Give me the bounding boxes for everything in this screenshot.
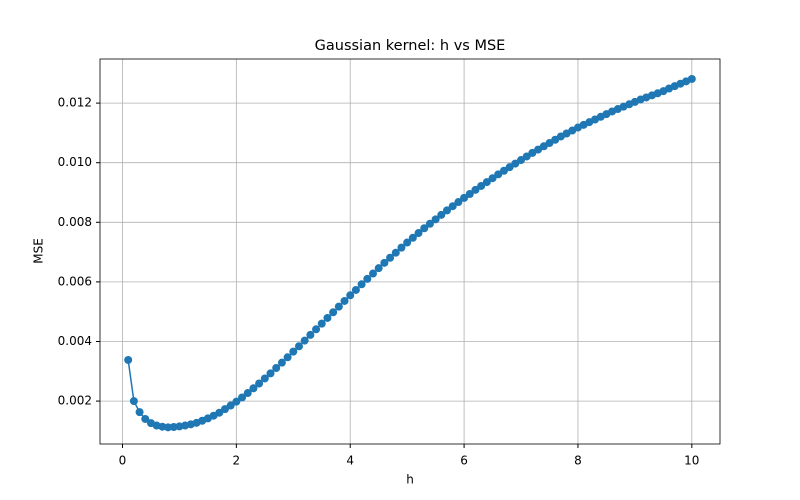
- marker: [306, 330, 315, 339]
- marker: [403, 238, 412, 247]
- marker: [494, 170, 503, 179]
- marker: [471, 185, 480, 194]
- marker: [431, 215, 440, 224]
- plot-frame: [99, 58, 721, 445]
- marker: [255, 379, 264, 388]
- x-tick-label: 0: [119, 454, 127, 468]
- marker: [340, 296, 349, 305]
- marker: [266, 369, 275, 378]
- marker: [346, 291, 355, 300]
- marker: [220, 405, 229, 414]
- marker: [391, 248, 400, 257]
- marker: [522, 152, 531, 161]
- x-tick-label: 8: [574, 454, 582, 468]
- marker: [414, 229, 423, 238]
- marker: [499, 166, 508, 175]
- marker: [129, 397, 138, 406]
- x-tick-label: 10: [684, 454, 699, 468]
- y-tick-label: 0.006: [58, 274, 92, 288]
- marker: [323, 313, 332, 322]
- marker: [448, 202, 457, 211]
- marker: [368, 269, 377, 278]
- marker: [408, 233, 417, 242]
- marker: [425, 219, 434, 228]
- x-tick-label: 4: [346, 454, 354, 468]
- marker: [334, 302, 343, 311]
- y-tick-label: 0.012: [58, 96, 92, 110]
- marker: [374, 264, 383, 273]
- marker: [397, 243, 406, 252]
- marker: [294, 342, 303, 351]
- marker: [277, 358, 286, 367]
- marker: [215, 408, 224, 417]
- y-axis-label: MSE: [32, 238, 46, 264]
- marker: [465, 189, 474, 198]
- marker: [386, 253, 395, 262]
- marker: [329, 308, 338, 317]
- x-tick-label: 6: [460, 454, 468, 468]
- marker: [363, 274, 372, 283]
- marker: [300, 336, 309, 345]
- marker: [380, 258, 389, 267]
- marker: [511, 159, 520, 168]
- marker: [357, 280, 366, 289]
- marker: [488, 174, 497, 183]
- marker: [249, 384, 258, 393]
- marker: [687, 74, 696, 83]
- marker: [317, 319, 326, 328]
- y-tick-label: 0.008: [58, 215, 92, 229]
- marker: [283, 353, 292, 362]
- marker: [141, 414, 150, 423]
- marker: [272, 364, 281, 373]
- marker: [164, 423, 173, 432]
- marker: [437, 210, 446, 219]
- marker: [289, 347, 298, 356]
- x-tick-label: 2: [233, 454, 241, 468]
- marker: [454, 198, 463, 207]
- marker: [226, 401, 235, 410]
- marker: [477, 181, 486, 190]
- x-axis-label: h: [406, 473, 414, 487]
- marker: [460, 193, 469, 202]
- marker: [505, 163, 514, 172]
- marker: [124, 355, 133, 364]
- y-tick-label: 0.004: [58, 334, 92, 348]
- marker: [420, 224, 429, 233]
- marker: [260, 374, 269, 383]
- marker: [517, 156, 526, 165]
- marker: [243, 389, 252, 398]
- marker: [312, 325, 321, 334]
- chart-title: Gaussian kernel: h vs MSE: [315, 38, 506, 54]
- marker: [443, 206, 452, 215]
- marker: [238, 393, 247, 402]
- y-tick-label: 0.010: [58, 155, 92, 169]
- y-tick-label: 0.002: [58, 394, 92, 408]
- marker: [232, 397, 241, 406]
- marker: [482, 178, 491, 187]
- marker: [351, 285, 360, 294]
- marker: [135, 408, 144, 417]
